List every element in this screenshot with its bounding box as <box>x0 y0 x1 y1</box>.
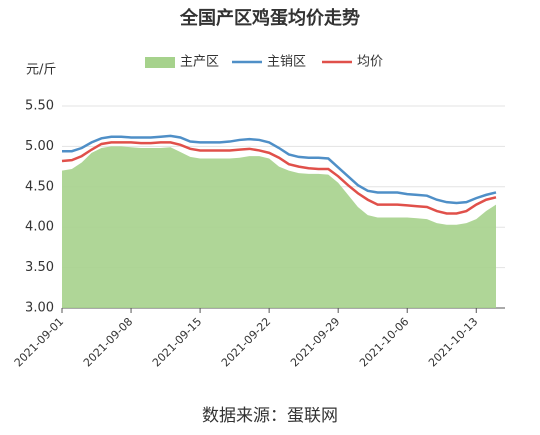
y-tick-label: 4.50 <box>25 179 54 194</box>
y-axis-label: 元/斤 <box>26 63 56 78</box>
legend-label: 主产区 <box>180 55 219 70</box>
line <box>62 134 497 205</box>
x-tick-label: 2021-09-08 <box>81 315 135 369</box>
legend-label: 主销区 <box>267 55 306 70</box>
legend: 主产区 主销区 均价 <box>145 55 383 70</box>
x-tick-label: 2021-09-29 <box>288 315 342 369</box>
x-tick-label: 2021-09-22 <box>219 315 273 369</box>
x-tick-label: 2021-09-15 <box>150 315 204 369</box>
y-tick-label: 3.00 <box>25 301 54 316</box>
source-note: 数据来源：蛋联网 <box>202 406 338 426</box>
x-tick-label: 2021-10-06 <box>357 315 411 369</box>
y-tick-label: 4.00 <box>25 220 54 235</box>
legend-label: 均价 <box>357 55 383 70</box>
y-tick-label: 5.00 <box>25 139 54 154</box>
area <box>62 146 496 308</box>
x-tick-label: 2021-10-13 <box>426 315 480 369</box>
y-tick-label: 3.50 <box>25 260 54 275</box>
chart-title: 全国产区鸡蛋均价走势 <box>179 7 360 29</box>
legend-swatch <box>145 57 175 68</box>
line <box>61 141 497 215</box>
x-tick-label: 2021-09-01 <box>12 315 66 369</box>
y-tick-label: 5.50 <box>25 99 54 114</box>
